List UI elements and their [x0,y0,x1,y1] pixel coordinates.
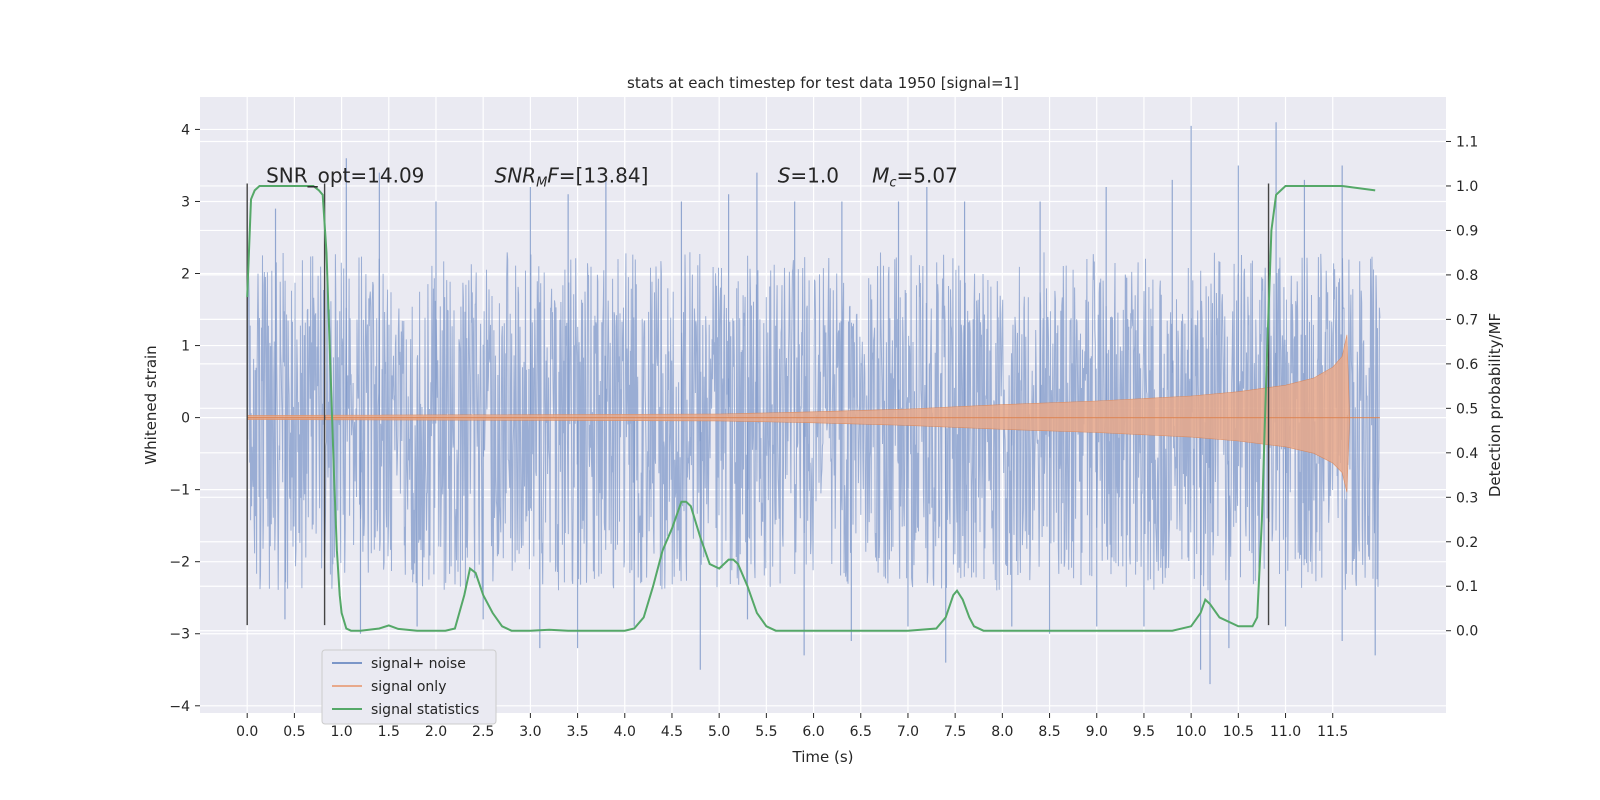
legend-box [321,649,497,725]
x-tick-label: 3.0 [519,724,541,740]
annotation-snr-opt: SNR_opt=14.09 [266,163,424,187]
x-tick-label: 2.0 [425,724,447,740]
y2-tick-label: 1.0 [1456,179,1478,195]
y2-tick-label: 0.1 [1456,579,1478,595]
y-tick-label: 3 [181,194,190,210]
y-axis-left: −4 −3 −2 −1 0 1 2 3 4 [169,122,200,715]
y2-axis-label: Detection probability/MF [1486,313,1504,497]
signal-plus-noise-series [246,122,1381,685]
x-tick-label: 4.0 [614,724,636,740]
y-tick-label: 4 [181,122,190,138]
signal-only-series [246,334,1380,493]
annotation-snr-mf: SNRMF=[13.84] [495,163,649,190]
y2-tick-label: 0.6 [1456,357,1478,373]
x-tick-label: 11.5 [1317,724,1348,740]
x-tick-label: 7.5 [944,724,966,740]
x-tick-label: 10.0 [1176,724,1207,740]
chart-title: stats at each timestep for test data 195… [627,74,1019,92]
x-tick-label: 0.5 [283,724,305,740]
y-tick-label: 0 [181,411,190,427]
x-tick-label: 0.0 [236,724,258,740]
y2-tick-label: 0.2 [1456,535,1478,551]
y-tick-label: −1 [169,483,190,499]
y-tick-label: −4 [169,699,190,715]
y2-tick-label: 0.5 [1456,401,1478,417]
x-axis: 0.0 0.5 1.0 1.5 2.0 2.5 3.0 3.5 4.0 4.5 5.0 5.5 6.0 6… [236,713,1348,740]
vertical-markers [246,183,1270,626]
y2-tick-label: 0.8 [1456,268,1478,284]
annotations: SNR_opt=14.09 SNRMF=[13.84] S=1.0 Mc=5.07 [266,163,958,190]
y2-tick-label: 0.3 [1456,490,1478,506]
x-tick-label: 2.5 [472,724,494,740]
y2-tick-label: 1.1 [1456,134,1478,150]
x-tick-label: 3.5 [566,724,588,740]
y-tick-label: −3 [169,627,190,643]
x-tick-label: 9.5 [1133,724,1155,740]
x-tick-label: 6.0 [802,724,824,740]
x-tick-label: 11.0 [1270,724,1301,740]
legend: signal+ noise signal only signal statist… [321,649,497,725]
legend-label-noise: signal+ noise [371,656,466,672]
y-tick-label: 2 [181,267,190,283]
x-tick-label: 5.0 [708,724,730,740]
signal-only-chirp [246,334,1351,493]
x-tick-label: 6.5 [850,724,872,740]
x-tick-label: 9.0 [1086,724,1108,740]
y2-tick-label: 0.7 [1456,312,1478,328]
y-axis-right: 0.0 0.1 0.2 0.3 0.4 0.5 0.6 0.7 0.8 0.9 1.0 1.1 [1446,134,1478,640]
x-tick-label: 4.5 [661,724,683,740]
x-axis-label: Time (s) [792,748,854,766]
y-tick-label: 1 [181,339,190,355]
x-tick-label: 8.5 [1038,724,1060,740]
signal-statistics-line [246,185,1376,632]
signal-statistics-series [246,185,1376,632]
x-tick-label: 7.0 [897,724,919,740]
y2-tick-label: 0.0 [1456,624,1478,640]
y-tick-label: −2 [169,555,190,571]
annotation-s-val: S=1.0 [778,163,839,187]
x-tick-label: 10.5 [1223,724,1254,740]
legend-label-signal: signal only [371,679,446,695]
x-tick-label: 1.5 [378,724,400,740]
x-tick-label: 5.5 [755,724,777,740]
x-tick-label: 8.0 [991,724,1013,740]
x-tick-label: 1.0 [330,724,352,740]
y-axis-label: Whitened strain [142,345,160,464]
legend-label-stats: signal statistics [371,702,479,718]
y2-tick-label: 0.9 [1456,223,1478,239]
annotation-mc-val: Mc=5.07 [872,163,958,190]
y2-tick-label: 0.4 [1456,446,1478,462]
